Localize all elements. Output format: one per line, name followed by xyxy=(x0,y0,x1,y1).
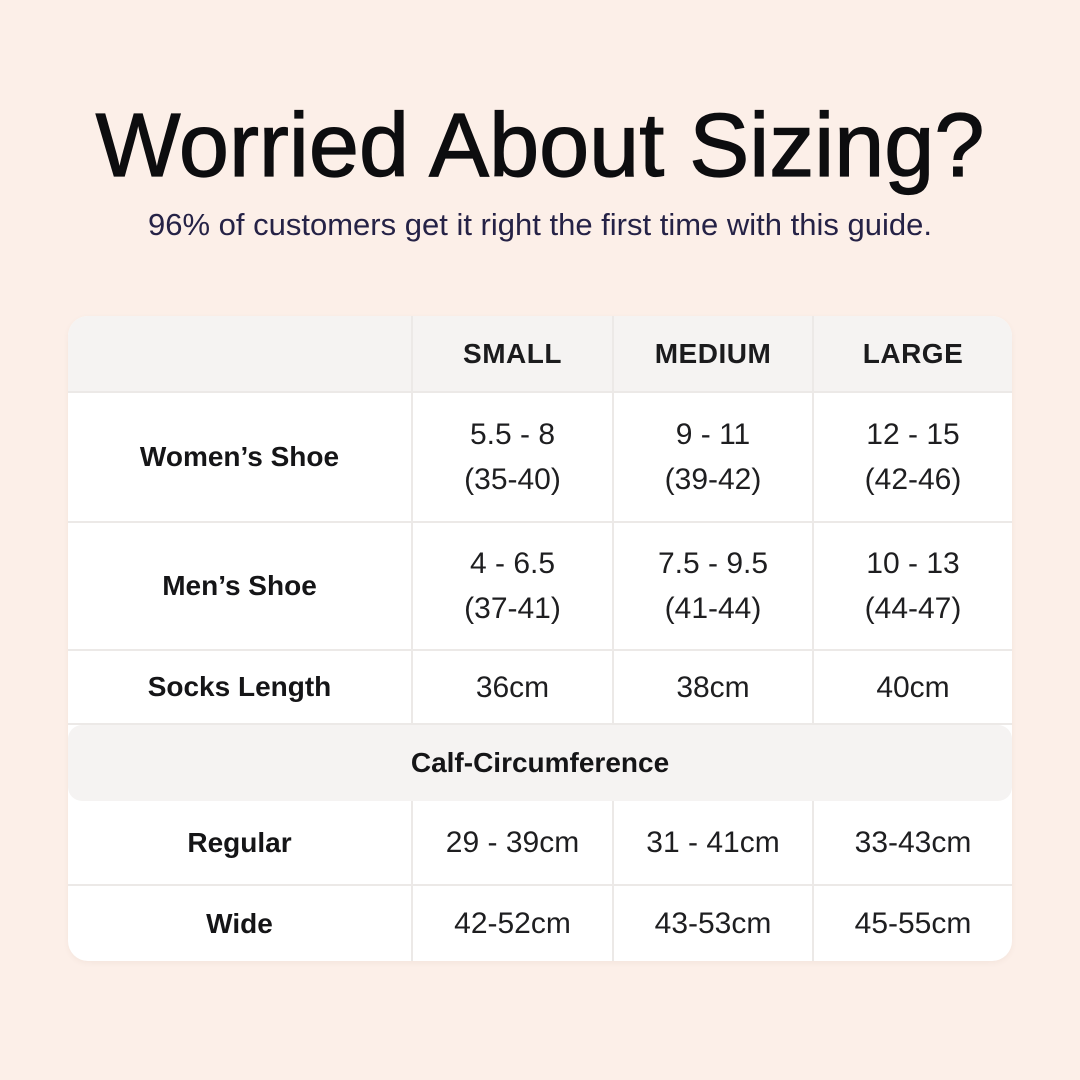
womens-shoe-small: 5.5 - 8 (35-40) xyxy=(411,393,612,521)
shoe-size-range: 10 - 13 xyxy=(866,547,960,580)
shoe-size-range: 4 - 6.5 xyxy=(469,547,556,580)
wide-calf-large: 45-55cm xyxy=(812,886,1012,961)
mens-shoe-large: 10 - 13 (44-47) xyxy=(812,523,1012,649)
wide-calf-medium: 43-53cm xyxy=(612,886,812,961)
regular-calf-small: 29 - 39cm xyxy=(411,801,612,884)
table-section-row: Calf-Circumference xyxy=(68,723,1012,801)
page-subtitle: 96% of customers get it right the first … xyxy=(148,207,932,242)
table-header-row: SMALL MEDIUM LARGE xyxy=(68,316,1012,391)
shoe-size-range: 12 - 15 xyxy=(866,418,960,451)
row-label-socks-length: Socks Length xyxy=(147,671,332,702)
regular-calf-large: 33-43cm xyxy=(812,801,1012,884)
socks-length-large: 40cm xyxy=(812,651,1012,723)
row-label-mens-shoe: Men’s Shoe xyxy=(162,570,317,601)
row-label-wide: Wide xyxy=(206,907,273,939)
table-row-womens-shoe: Women’s Shoe 5.5 - 8 (35-40) 9 - 11 (39-… xyxy=(68,391,1012,521)
mens-shoe-medium: 7.5 - 9.5 (41-44) xyxy=(612,523,812,649)
socks-length-medium: 38cm xyxy=(612,651,812,723)
header-cell-empty xyxy=(68,316,411,391)
row-label-regular: Regular xyxy=(187,826,292,858)
womens-shoe-large: 12 - 15 (42-46) xyxy=(812,393,1012,521)
column-header-small: SMALL xyxy=(411,316,612,391)
column-header-medium: MEDIUM xyxy=(612,316,812,391)
column-header-large: LARGE xyxy=(812,316,1012,391)
socks-length-small: 36cm xyxy=(411,651,612,723)
shoe-size-range: 9 - 11 xyxy=(675,418,751,451)
shoe-size-eu-range: (44-47) xyxy=(864,592,962,625)
row-label-womens-shoe: Women’s Shoe xyxy=(139,441,340,472)
womens-shoe-medium: 9 - 11 (39-42) xyxy=(612,393,812,521)
shoe-size-eu-range: (39-42) xyxy=(664,463,762,496)
page-title: Worried About Sizing? xyxy=(95,95,985,196)
section-header-calf-circumference: Calf-Circumference xyxy=(68,725,1012,801)
shoe-size-range: 7.5 - 9.5 xyxy=(657,547,769,580)
shoe-size-eu-range: (42-46) xyxy=(864,463,962,496)
mens-shoe-small: 4 - 6.5 (37-41) xyxy=(411,523,612,649)
shoe-size-eu-range: (37-41) xyxy=(464,592,561,625)
table-row-mens-shoe: Men’s Shoe 4 - 6.5 (37-41) 7.5 - 9.5 (41… xyxy=(68,521,1012,649)
shoe-size-eu-range: (41-44) xyxy=(664,592,762,625)
wide-calf-small: 42-52cm xyxy=(411,886,612,961)
size-chart-card: SMALL MEDIUM LARGE Women’s Shoe 5.5 - 8 … xyxy=(68,316,1012,961)
shoe-size-range: 5.5 - 8 xyxy=(469,418,556,451)
table-row-regular-calf: Regular 29 - 39cm 31 - 41cm 33-43cm xyxy=(68,801,1012,884)
table-row-wide-calf: Wide 42-52cm 43-53cm 45-55cm xyxy=(68,884,1012,961)
regular-calf-medium: 31 - 41cm xyxy=(612,801,812,884)
table-row-socks-length: Socks Length 36cm 38cm 40cm xyxy=(68,649,1012,723)
shoe-size-eu-range: (35-40) xyxy=(464,463,561,496)
